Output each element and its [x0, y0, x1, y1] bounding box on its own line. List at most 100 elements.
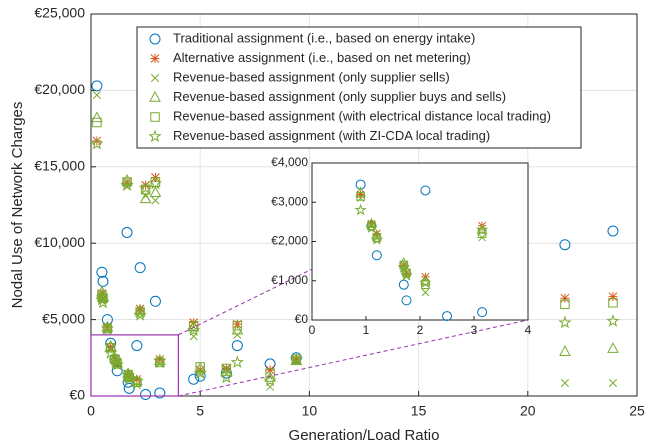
- point: [421, 280, 430, 290]
- point: [105, 343, 116, 353]
- point: [134, 262, 146, 274]
- point: [558, 315, 572, 329]
- point: [475, 223, 489, 235]
- x-tick-label: 0: [309, 323, 316, 337]
- legend: Traditional assignment (i.e., based on e…: [136, 26, 582, 149]
- x-tick-label: 0: [87, 403, 95, 419]
- x-tick-label: 5: [196, 403, 204, 419]
- point: [263, 373, 277, 387]
- point: [104, 339, 117, 351]
- y-tick-label: €20,000: [34, 81, 85, 97]
- point: [100, 321, 115, 335]
- y-tick-label: €2,000: [271, 234, 308, 248]
- point: [104, 346, 118, 359]
- point: [560, 293, 570, 303]
- point: [95, 292, 109, 306]
- point: [195, 365, 205, 375]
- point: [371, 229, 383, 240]
- legend-marker: [149, 33, 161, 45]
- point: [560, 378, 570, 388]
- point: [154, 387, 166, 399]
- point: [194, 361, 207, 373]
- y-tick-label: €10,000: [34, 234, 85, 250]
- point: [155, 357, 165, 368]
- point: [231, 323, 244, 335]
- point: [354, 203, 367, 216]
- point: [132, 374, 142, 384]
- point: [559, 345, 571, 356]
- y-axis-label: Nodal Use of Network Charges: [9, 102, 26, 309]
- point: [356, 192, 365, 201]
- point: [135, 307, 145, 317]
- y-tick-label: €5,000: [42, 310, 85, 326]
- point: [356, 190, 365, 199]
- point: [559, 239, 571, 251]
- point: [193, 366, 207, 379]
- point: [110, 357, 124, 371]
- point: [219, 370, 234, 384]
- point: [122, 177, 132, 187]
- point: [122, 177, 132, 187]
- point: [365, 221, 378, 233]
- legend-marker: [148, 129, 162, 143]
- point: [421, 288, 430, 297]
- point: [608, 378, 618, 388]
- point: [102, 322, 112, 332]
- x-tick-label: 3: [471, 323, 478, 337]
- x-tick-label: 1: [363, 323, 370, 337]
- point: [138, 181, 153, 194]
- inset-background: [311, 162, 529, 321]
- point: [477, 307, 488, 318]
- point: [149, 295, 161, 307]
- point: [120, 178, 134, 191]
- point: [401, 295, 412, 306]
- legend-label: Alternative assignment (i.e., based on n…: [173, 50, 471, 65]
- point: [355, 186, 366, 197]
- point: [420, 185, 431, 196]
- legend-label: Revenue-based assignment (only supplier …: [173, 69, 450, 84]
- point: [442, 311, 452, 322]
- y-tick-label: €25,000: [34, 5, 85, 21]
- point: [402, 268, 411, 277]
- y-tick-label: €4,000: [271, 155, 308, 169]
- point: [97, 290, 109, 301]
- point: [155, 354, 165, 364]
- point: [291, 354, 301, 364]
- point: [148, 176, 163, 190]
- y-tick-label: €1,000: [271, 273, 308, 287]
- point: [289, 352, 303, 365]
- point: [355, 179, 366, 190]
- point: [92, 136, 102, 146]
- point: [96, 266, 108, 278]
- y-tick-label: €0: [295, 312, 309, 326]
- y-tick-label: €0: [69, 387, 85, 403]
- point: [232, 320, 243, 331]
- point: [139, 192, 152, 204]
- x-tick-label: 2: [417, 323, 424, 337]
- x-tick-label: 25: [629, 403, 645, 419]
- legend-label: Traditional assignment (i.e., based on e…: [173, 30, 475, 45]
- point: [607, 342, 619, 353]
- x-tick-label: 4: [525, 323, 532, 337]
- legend-label: Revenue-based assignment (only supplier …: [173, 89, 506, 104]
- point: [607, 225, 619, 237]
- point: [606, 314, 620, 327]
- point: [134, 303, 146, 315]
- point: [221, 363, 231, 373]
- x-axis-label: Generation/Load Ratio: [289, 427, 440, 444]
- point: [130, 374, 144, 388]
- point: [477, 229, 487, 238]
- legend-marker: [150, 73, 160, 83]
- zoom-connector: [178, 319, 529, 397]
- point: [131, 340, 143, 352]
- point: [90, 136, 104, 150]
- point: [153, 354, 166, 366]
- x-tick-label: 15: [411, 403, 427, 419]
- point: [265, 368, 275, 378]
- point: [133, 308, 147, 321]
- point: [187, 320, 200, 332]
- point: [419, 276, 432, 288]
- point: [149, 186, 162, 198]
- point: [91, 80, 103, 92]
- point: [121, 368, 135, 382]
